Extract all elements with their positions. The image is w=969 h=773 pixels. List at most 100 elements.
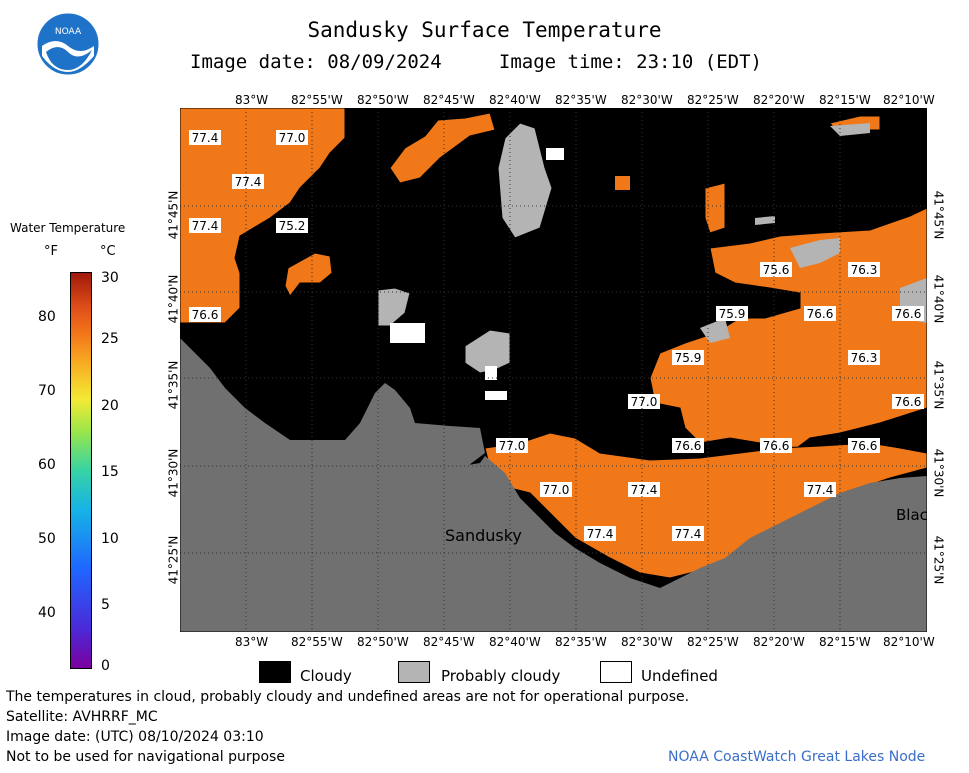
footer-nav-warning: Not to be used for navigational purpose <box>6 749 285 765</box>
temperature-label: 75.6 <box>760 262 792 277</box>
temperature-value: 77.4 <box>675 527 702 541</box>
key-swatch-cloudy <box>259 661 291 683</box>
tick-f: 60 <box>38 457 56 473</box>
temperature-value: 75.9 <box>675 351 702 365</box>
tick-f: 50 <box>38 531 56 547</box>
temperature-label: 77.4 <box>804 482 836 497</box>
lat-label-left: 41°45'N <box>166 190 181 240</box>
lon-label-top: 82°55'W <box>291 93 343 107</box>
warm-region-north <box>389 112 496 184</box>
temperature-value: 77.0 <box>543 483 570 497</box>
tick-f: 70 <box>38 383 56 399</box>
temperature-value: 77.4 <box>587 527 614 541</box>
warm-region-nw <box>180 108 346 324</box>
temperature-value: 77.4 <box>631 483 658 497</box>
probcloud-gibraltar <box>497 122 553 239</box>
lon-label-top: 82°25'W <box>687 93 739 107</box>
temperature-value: 76.6 <box>807 307 834 321</box>
lat-label-left: 41°30'N <box>166 448 181 498</box>
temperature-value: 76.6 <box>675 439 702 453</box>
key-label-undefined: Undefined <box>641 667 718 685</box>
lon-label-bottom: 82°55'W <box>291 635 343 649</box>
lat-label-left: 41°35'N <box>166 360 181 410</box>
graticule <box>180 108 927 632</box>
lon-label-bottom: 82°50'W <box>357 635 409 649</box>
temperature-label: 77.4 <box>189 218 221 233</box>
noaa-logo-icon: NOAA <box>36 12 100 76</box>
tick-c: 5 <box>101 597 110 613</box>
warm-region-ne-small <box>704 182 726 234</box>
temperature-label: 76.6 <box>892 394 924 409</box>
lon-label-bottom: 82°25'W <box>687 635 739 649</box>
temperature-value: 76.6 <box>895 395 922 409</box>
probcloud-small-r <box>755 216 775 225</box>
place-label-sandusky: Sandusky <box>445 526 522 545</box>
lon-label-bottom: 83°W <box>235 635 269 649</box>
temperature-value: 76.6 <box>192 308 219 322</box>
tick-f: 80 <box>38 309 56 325</box>
lon-label-top: 82°35'W <box>555 93 607 107</box>
temperature-value: 77.0 <box>279 131 306 145</box>
lon-label-bottom: 82°10'W <box>883 635 935 649</box>
footer-utc-date: Image date: (UTC) 08/10/2024 03:10 <box>6 729 264 745</box>
undefined-patch-2 <box>546 148 564 160</box>
temperature-value: 76.3 <box>851 263 878 277</box>
temperature-value: 77.4 <box>192 219 219 233</box>
temperature-label: 77.4 <box>628 482 660 497</box>
warm-region-dot <box>615 176 630 190</box>
temperature-value: 76.3 <box>851 351 878 365</box>
temperature-label: 77.4 <box>672 526 704 541</box>
temperature-label: 76.3 <box>848 350 880 365</box>
lat-label-right: 41°25'N <box>931 535 946 585</box>
tick-c: 30 <box>101 270 119 286</box>
temperature-label: 77.4 <box>189 130 221 145</box>
tick-f: 40 <box>38 605 56 621</box>
legend-title: Water Temperature <box>10 221 126 235</box>
unit-fahrenheit: °F <box>44 244 58 259</box>
lon-label-top: 83°W <box>235 93 269 107</box>
lon-label-bottom: 82°15'W <box>819 635 871 649</box>
unit-celsius: °C <box>100 244 116 259</box>
temperature-value: 77.0 <box>631 395 658 409</box>
lat-label-left: 41°25'N <box>166 535 181 585</box>
lon-label-bottom: 82°45'W <box>423 635 475 649</box>
temperature-label: 76.6 <box>189 307 221 322</box>
lon-label-top: 82°50'W <box>357 93 409 107</box>
temperature-value: 76.6 <box>895 307 922 321</box>
temperature-value: 76.6 <box>851 439 878 453</box>
lat-label-right: 41°40'N <box>931 274 946 324</box>
temperature-label: 77.0 <box>540 482 572 497</box>
probcloud-ne <box>790 238 840 268</box>
lon-label-top: 82°40'W <box>489 93 541 107</box>
temperature-label: 77.0 <box>628 394 660 409</box>
footer-satellite: Satellite: AVHRRF_MC <box>6 709 158 725</box>
undefined-patch-4 <box>485 366 497 380</box>
key-swatch-probably-cloudy <box>398 661 430 683</box>
land-south-shore <box>180 338 927 632</box>
lon-label-bottom: 82°40'W <box>489 635 541 649</box>
temperature-value: 75.9 <box>719 307 746 321</box>
temperature-label: 76.6 <box>672 438 704 453</box>
logo-text: NOAA <box>55 27 82 37</box>
lon-label-bottom: 82°20'W <box>753 635 805 649</box>
undefined-patch-3 <box>485 391 507 400</box>
temperature-label: 75.9 <box>672 350 704 365</box>
tick-c: 20 <box>101 398 119 414</box>
image-datetime: Image date: 08/09/2024 Image time: 23:10… <box>190 51 762 73</box>
temperature-value: 77.4 <box>192 131 219 145</box>
probcloud-island <box>464 329 511 374</box>
tick-c: 0 <box>101 658 110 674</box>
temperature-value: 77.4 <box>807 483 834 497</box>
map-title: Sandusky Surface Temperature <box>307 18 662 42</box>
undefined-patch-1 <box>390 323 425 343</box>
key-label-probably-cloudy: Probably cloudy <box>441 667 561 685</box>
lon-label-top: 82°15'W <box>819 93 871 107</box>
temperature-label: 76.6 <box>892 306 924 321</box>
lon-label-top: 82°10'W <box>883 93 935 107</box>
lat-label-right: 41°35'N <box>931 360 946 410</box>
footer-disclaimer: The temperatures in cloud, probably clou… <box>6 689 690 705</box>
lat-label-right: 41°45'N <box>931 190 946 240</box>
temperature-label: 75.2 <box>276 218 308 233</box>
temperature-label: 76.3 <box>848 262 880 277</box>
temperature-value: 77.0 <box>499 439 526 453</box>
